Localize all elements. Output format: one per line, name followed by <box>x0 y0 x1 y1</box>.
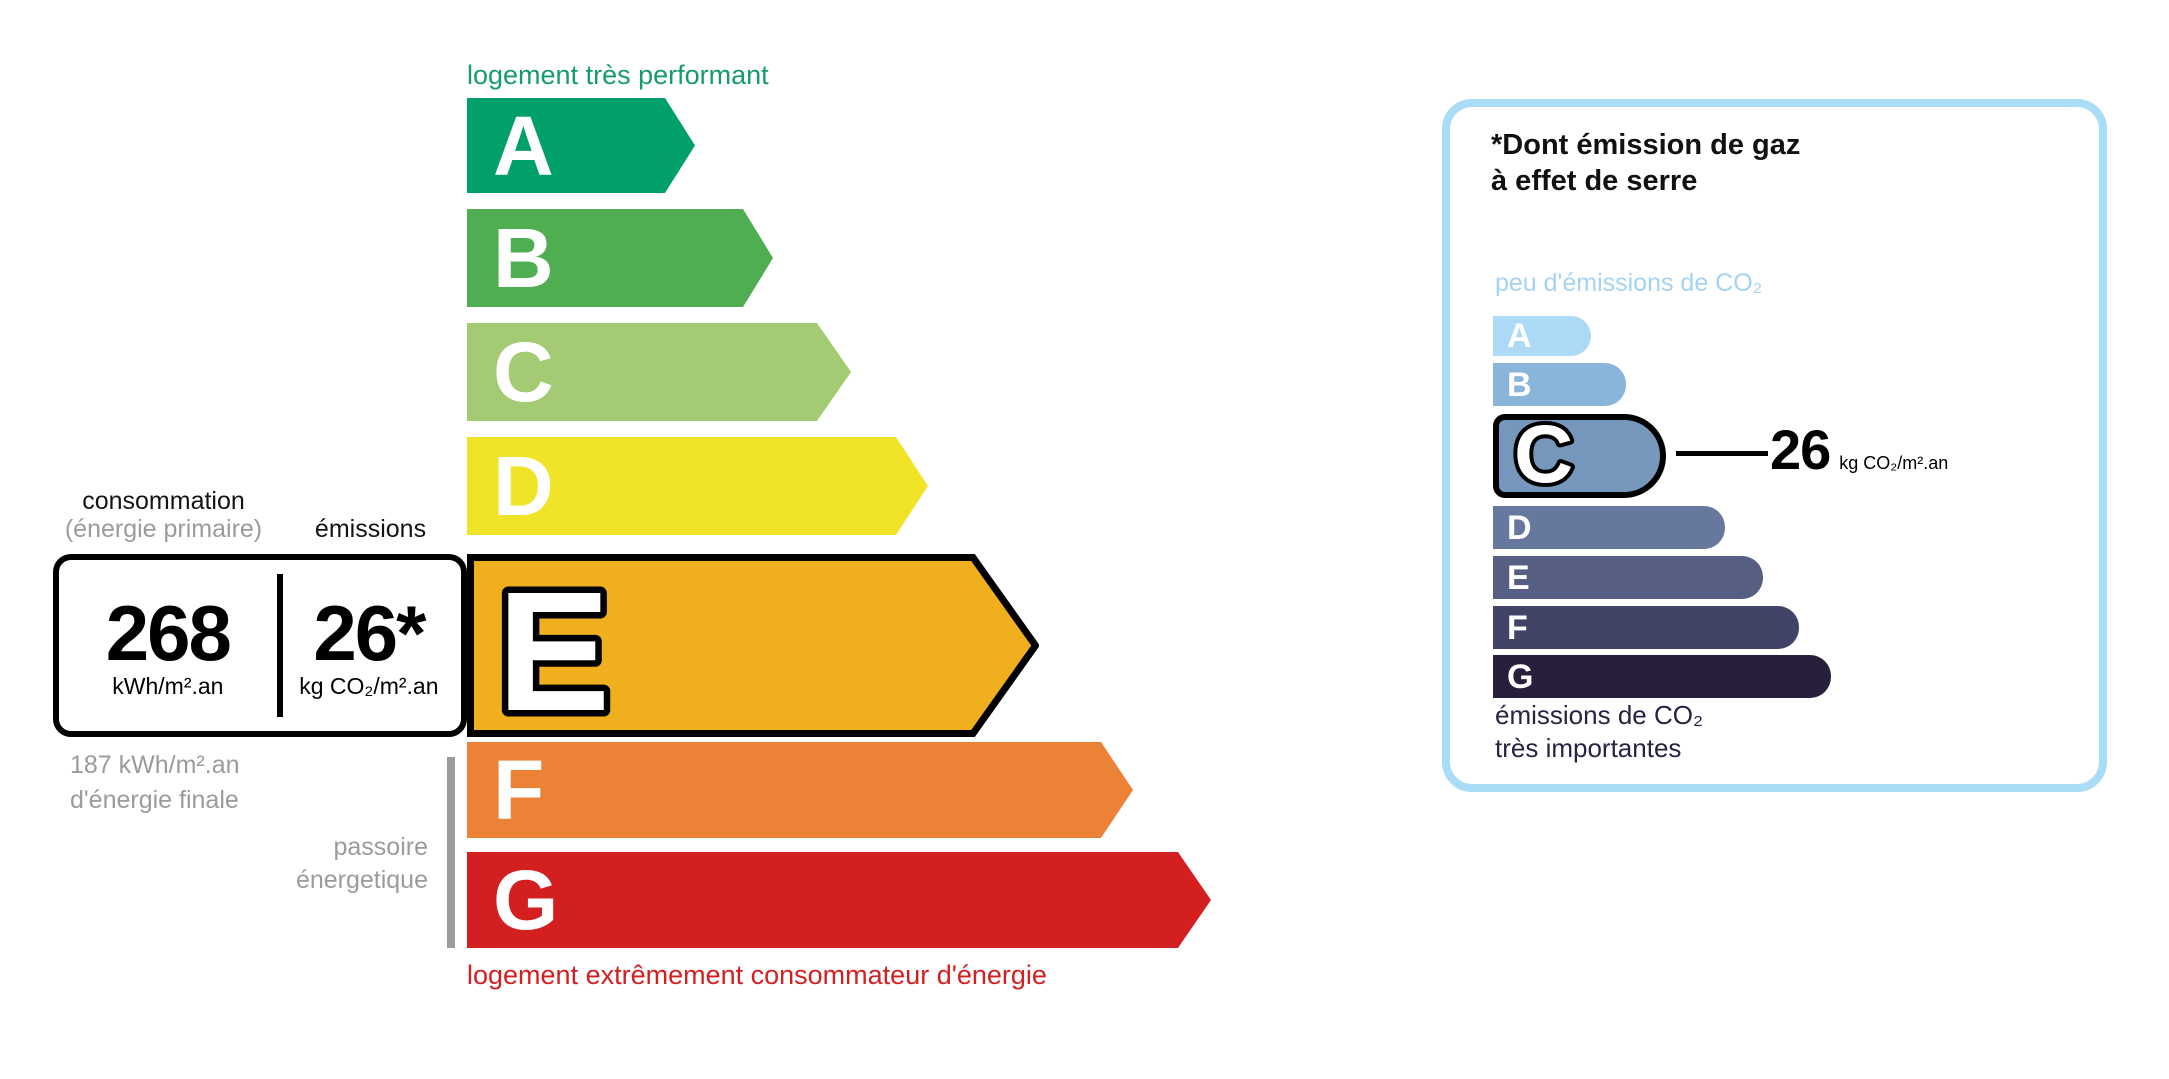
energy-sieve-line2: énergetique <box>295 866 428 894</box>
co2-class-bar-e: E <box>1493 556 1763 599</box>
co2-class-bar-b: B <box>1493 363 1626 406</box>
consumption-unit: kWh/m².an <box>112 672 224 699</box>
co2-class-letter-b: B <box>1507 365 1532 404</box>
emissions-value: 26* <box>313 588 426 677</box>
co2-class-bar-a: A <box>1493 316 1591 356</box>
co2-current-letter-graphic: C <box>1510 420 1577 492</box>
energy-class-arrow-d: D <box>467 437 928 535</box>
co2-class-letter-e: E <box>1507 558 1530 597</box>
value-box-divider <box>277 574 283 717</box>
co2-class-bar-d: D <box>1493 506 1725 549</box>
consumption-header: consommation (énergie primaire) <box>53 487 274 544</box>
co2-low-emissions-label: peu d'émissions de CO₂ <box>1495 269 1763 297</box>
final-energy-line2: d'énergie finale <box>70 786 239 814</box>
energy-class-letter-d: D <box>493 439 554 533</box>
co2-value: 26 <box>1770 418 1831 481</box>
consumption-header-title: consommation <box>82 487 245 515</box>
energy-sieve-line1: passoire <box>333 833 429 861</box>
co2-class-letter-d: D <box>1507 508 1532 547</box>
co2-class-bar-f: F <box>1493 606 1799 649</box>
current-values-box: 268 kWh/m².an 26* kg CO₂/m².an <box>53 554 467 737</box>
energy-sieve-bracket <box>447 757 455 948</box>
co2-high-emissions-label: émissions de CO₂ très importantes <box>1495 699 1703 765</box>
consumption-value: 268 <box>105 588 232 677</box>
consumption-value-block: 268 kWh/m².an <box>59 560 277 731</box>
co2-value-pointer-line <box>1676 451 1768 456</box>
co2-high-emissions-line1: émissions de CO₂ <box>1495 700 1704 730</box>
co2-class-letter-c: C <box>1514 420 1573 492</box>
co2-panel-title-line1: *Dont émission de gaz <box>1491 129 1801 161</box>
consumption-header-subtitle: (énergie primaire) <box>64 515 263 543</box>
final-energy-line1: 187 kWh/m².an <box>70 751 240 779</box>
energy-class-arrow-e-current: E <box>467 554 1039 737</box>
emissions-header: émissions <box>274 515 467 544</box>
co2-high-emissions-line2: très importantes <box>1495 733 1682 763</box>
co2-panel-title: *Dont émission de gaz à effet de serre <box>1491 127 1800 199</box>
bottom-performance-label: logement extrêmement consommateur d'éner… <box>467 960 1047 990</box>
co2-class-bar-g: G <box>1493 655 1831 698</box>
co2-class-bar-c-current: C <box>1493 414 1666 498</box>
co2-emissions-panel: *Dont émission de gaz à effet de serre p… <box>1442 99 2107 792</box>
energy-class-arrow-f: F <box>467 742 1133 838</box>
co2-value-unit: kg CO₂/m².an <box>1839 453 1949 473</box>
co2-value-row: 26 kg CO₂/m².an <box>1770 417 1948 482</box>
top-performance-label: logement très performant <box>467 60 769 90</box>
co2-class-letter-f: F <box>1507 608 1528 647</box>
co2-panel-title-line2: à effet de serre <box>1491 165 1698 197</box>
emissions-header-title: émissions <box>314 515 427 543</box>
energy-class-letter-c: C <box>493 325 554 419</box>
value-box-headers: consommation (énergie primaire) émission… <box>53 480 467 544</box>
energy-class-arrow-b: B <box>467 209 773 307</box>
energy-class-arrow-a: A <box>467 98 695 193</box>
energy-class-letter-b: B <box>493 211 554 305</box>
energy-class-letter-f: F <box>493 743 545 837</box>
energy-class-letter-g: G <box>493 853 559 947</box>
energy-class-letter-a: A <box>493 98 554 193</box>
co2-class-letter-g: G <box>1507 657 1534 696</box>
emissions-unit: kg CO₂/m².an <box>299 672 439 699</box>
energy-arrow-e-shape <box>467 554 1039 737</box>
energy-sieve-label: passoire énergetique <box>210 831 428 897</box>
final-energy-label: 187 kWh/m².an d'énergie finale <box>70 748 240 818</box>
energy-class-letter-e: E <box>497 557 610 737</box>
energy-class-arrow-c: C <box>467 323 851 421</box>
co2-class-letter-a: A <box>1507 317 1532 355</box>
emissions-value-block: 26* kg CO₂/m².an <box>277 560 461 731</box>
energy-class-arrow-g: G <box>467 852 1211 948</box>
